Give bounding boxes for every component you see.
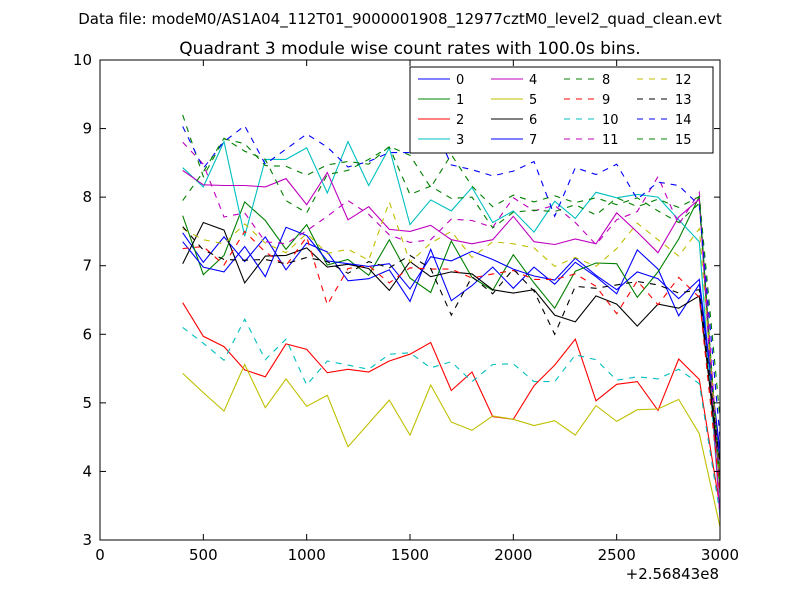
- x-offset-label: +2.56843e8: [626, 565, 719, 583]
- y-tick-label: 10: [73, 51, 92, 69]
- series-line-14: [182, 117, 721, 438]
- x-tick-label: 0: [95, 546, 105, 564]
- series-line-4: [182, 169, 721, 519]
- legend-label-7: 7: [529, 133, 537, 148]
- y-tick-label: 6: [82, 325, 92, 343]
- legend-label-0: 0: [456, 73, 464, 88]
- legend-label-10: 10: [602, 113, 619, 128]
- x-tick-label: 2500: [598, 546, 636, 564]
- legend-label-3: 3: [456, 133, 464, 148]
- legend-label-5: 5: [529, 93, 537, 108]
- y-tick-label: 8: [82, 188, 92, 206]
- x-tick-label: 1500: [391, 546, 429, 564]
- series-line-5: [182, 363, 721, 528]
- x-tick-label: 2000: [494, 546, 532, 564]
- x-tick-label: 500: [189, 546, 218, 564]
- legend-label-8: 8: [602, 73, 610, 88]
- y-tick-label: 5: [82, 394, 92, 412]
- legend-label-12: 12: [675, 73, 692, 88]
- series-line-1: [182, 194, 721, 494]
- legend-label-13: 13: [675, 93, 692, 108]
- chart-title: Quadrant 3 module wise count rates with …: [179, 39, 640, 59]
- legend-label-14: 14: [675, 113, 692, 128]
- y-tick-label: 7: [82, 257, 92, 275]
- series-line-0: [182, 232, 721, 462]
- legend-label-1: 1: [456, 93, 464, 108]
- legend-label-9: 9: [602, 93, 610, 108]
- legend-label-4: 4: [529, 73, 537, 88]
- y-tick-label: 9: [82, 120, 92, 138]
- series-line-7: [182, 226, 721, 451]
- series-line-12: [182, 200, 721, 479]
- series-layer: [182, 114, 721, 528]
- x-tick-label: 3000: [701, 546, 739, 564]
- series-line-6: [182, 221, 721, 476]
- series-line-2: [182, 302, 721, 508]
- y-tick-label: 3: [82, 531, 92, 549]
- series-line-11: [182, 141, 721, 486]
- legend-label-11: 11: [602, 133, 619, 148]
- y-tick-label: 4: [82, 462, 92, 480]
- legend-label-6: 6: [529, 113, 537, 128]
- series-line-10: [182, 317, 721, 514]
- series-line-15: [182, 137, 721, 419]
- x-tick-label: 1000: [288, 546, 326, 564]
- legend-label-15: 15: [675, 133, 692, 148]
- series-line-13: [182, 226, 721, 466]
- series-line-9: [182, 230, 721, 494]
- legend-label-2: 2: [456, 113, 464, 128]
- figure-suptitle: Data file: modeM0/AS1A04_112T01_90000019…: [78, 10, 722, 29]
